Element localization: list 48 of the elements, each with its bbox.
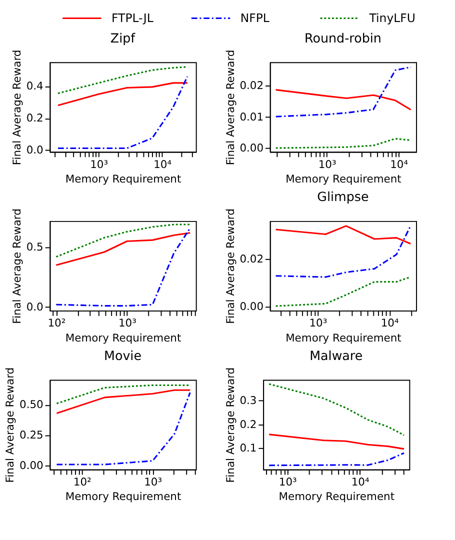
x-tick-label: 10² xyxy=(48,316,66,330)
x-tick-label: 10⁴ xyxy=(351,475,370,488)
y-tick-label: 0.50 xyxy=(20,398,44,412)
y-tick-label: 0.00 xyxy=(240,300,264,314)
x-tick-label: 10³ xyxy=(309,316,328,330)
x-tick-label: 10³ xyxy=(278,475,297,488)
x-tick-label: 10⁴ xyxy=(380,316,399,330)
x-tick-label: 10⁴ xyxy=(154,158,172,171)
x-axis-title: Memory Requirement xyxy=(286,331,402,344)
y-tick-label: 0.25 xyxy=(20,428,44,442)
y-tick-label: 0.00 xyxy=(240,141,264,154)
y-axis-title: Final Average Reward xyxy=(4,367,17,483)
legend-label: FTPL-JL xyxy=(112,11,154,26)
y-tick-label: 0.0 xyxy=(26,144,44,157)
y-axis-title: Final Average Reward xyxy=(224,208,237,324)
x-axis-title: Memory Requirement xyxy=(65,172,182,186)
y-axis-title: Final Average Reward xyxy=(10,50,24,166)
y-axis-title: Final Average Reward xyxy=(224,50,237,166)
y-tick-label: 0.1 xyxy=(240,442,257,455)
y-tick-label: 0.0 xyxy=(26,300,44,314)
y-axis-title: Final Average Reward xyxy=(224,367,237,483)
x-axis-title: Memory Requirement xyxy=(65,331,182,344)
x-axis-title: Memory Requirement xyxy=(286,172,402,186)
x-tick-label: 10³ xyxy=(144,475,162,488)
x-tick-label: 10³ xyxy=(318,158,336,171)
y-tick-label: 0.01 xyxy=(240,110,264,124)
x-tick-label: 10³ xyxy=(118,316,136,330)
y-tick-label: 0.2 xyxy=(240,418,257,431)
legend-label: TinyLFU xyxy=(368,11,416,26)
y-tick-label: 0.2 xyxy=(26,112,44,125)
x-tick-label: 10² xyxy=(73,475,92,488)
y-tick-label: 0.02 xyxy=(240,79,264,92)
chart-title: Round-robin xyxy=(304,30,382,46)
x-axis-title: Memory Requirement xyxy=(65,490,182,504)
y-tick-label: 0.4 xyxy=(26,80,44,93)
x-axis-title: Memory Requirement xyxy=(278,490,395,504)
y-tick-label: 0.02 xyxy=(240,252,264,266)
chart-title: Movie xyxy=(104,348,142,364)
chart-title: Zipf xyxy=(110,30,136,46)
chart-title: Glimpse xyxy=(317,189,369,204)
y-tick-label: 0.3 xyxy=(240,394,257,408)
x-tick-label: 10⁴ xyxy=(390,158,408,171)
y-axis-title: Final Average Reward xyxy=(10,208,24,324)
x-tick-label: 10³ xyxy=(90,158,108,171)
chart-title: Malware xyxy=(310,348,363,364)
y-tick-label: 0.5 xyxy=(26,240,44,254)
y-tick-label: 0.00 xyxy=(20,459,44,472)
legend-label: NFPL xyxy=(240,11,270,26)
